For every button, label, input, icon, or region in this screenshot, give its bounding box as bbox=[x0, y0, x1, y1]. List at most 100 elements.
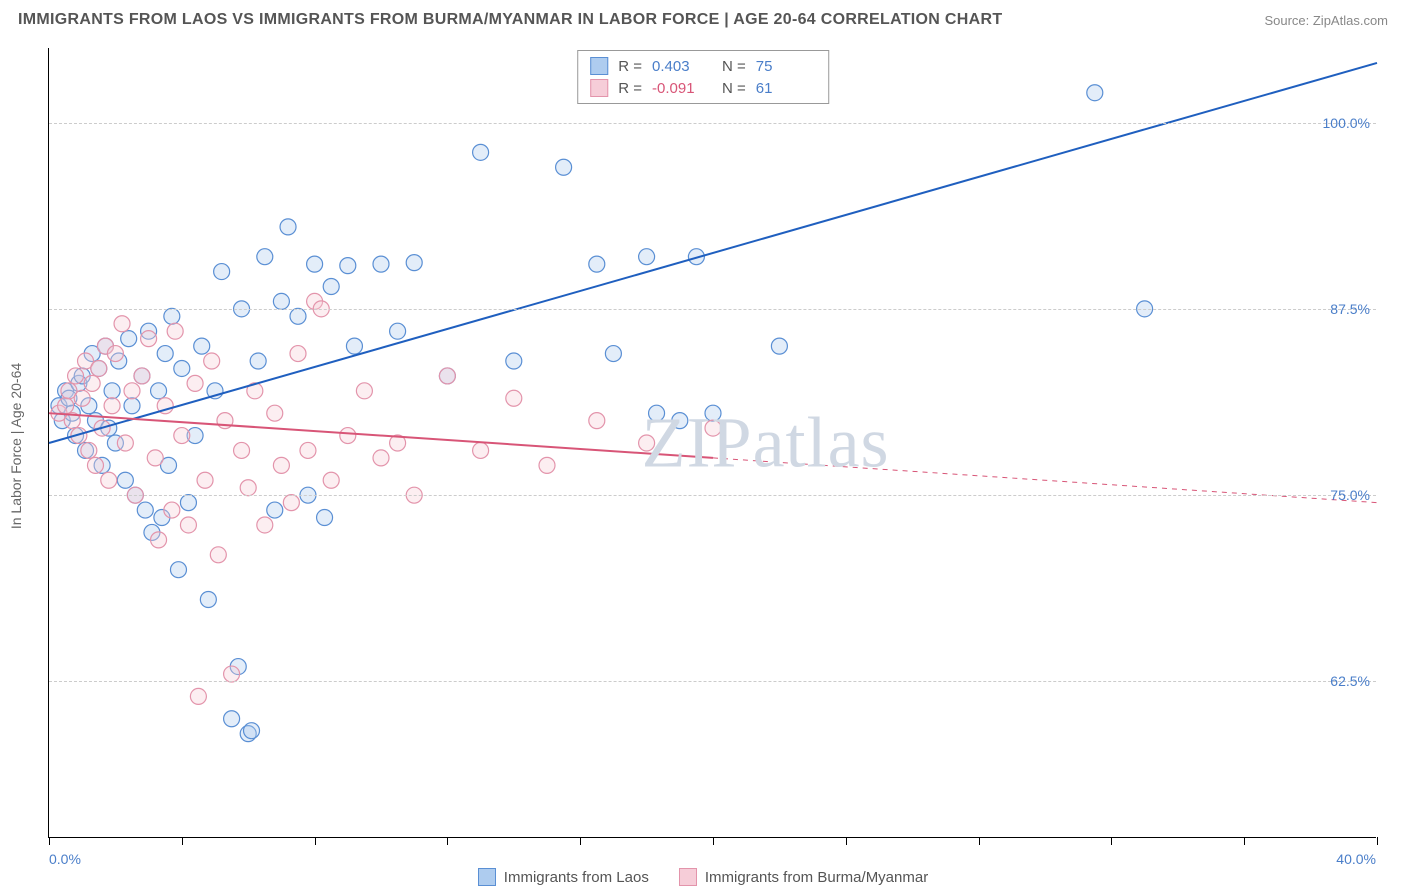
data-point bbox=[164, 502, 180, 518]
data-point bbox=[174, 360, 190, 376]
data-point bbox=[506, 390, 522, 406]
x-tick bbox=[1377, 837, 1378, 845]
title-bar: IMMIGRANTS FROM LAOS VS IMMIGRANTS FROM … bbox=[0, 0, 1406, 40]
data-point bbox=[373, 450, 389, 466]
data-point bbox=[340, 258, 356, 274]
data-point bbox=[672, 413, 688, 429]
data-point bbox=[705, 405, 721, 421]
n-label: N = bbox=[722, 58, 746, 75]
data-point bbox=[649, 405, 665, 421]
data-point bbox=[373, 256, 389, 272]
n-label: N = bbox=[722, 80, 746, 97]
data-point bbox=[290, 346, 306, 362]
r-label: R = bbox=[618, 80, 642, 97]
data-point bbox=[406, 255, 422, 271]
stats-row-laos: R = 0.403 N = 75 bbox=[590, 55, 816, 77]
x-tick bbox=[979, 837, 980, 845]
data-point bbox=[204, 353, 220, 369]
data-point bbox=[340, 428, 356, 444]
data-point bbox=[84, 375, 100, 391]
gridline-h bbox=[49, 123, 1376, 124]
data-point bbox=[323, 278, 339, 294]
data-point bbox=[174, 428, 190, 444]
data-point bbox=[290, 308, 306, 324]
data-point bbox=[589, 413, 605, 429]
y-tick-label: 100.0% bbox=[1323, 115, 1370, 131]
data-point bbox=[137, 502, 153, 518]
data-point bbox=[134, 368, 150, 384]
x-tick bbox=[315, 837, 316, 845]
data-point bbox=[506, 353, 522, 369]
data-point bbox=[200, 592, 216, 608]
legend-label-burma: Immigrants from Burma/Myanmar bbox=[705, 869, 928, 886]
bottom-legend: Immigrants from Laos Immigrants from Bur… bbox=[0, 868, 1406, 886]
swatch-burma bbox=[679, 868, 697, 886]
legend-label-laos: Immigrants from Laos bbox=[504, 869, 649, 886]
data-point bbox=[167, 323, 183, 339]
data-point bbox=[273, 293, 289, 309]
plot-area: ZIPatlas 62.5%75.0%87.5%100.0%0.0%40.0% bbox=[48, 48, 1376, 838]
data-point bbox=[240, 480, 256, 496]
data-point bbox=[280, 219, 296, 235]
data-point bbox=[151, 532, 167, 548]
data-point bbox=[91, 360, 107, 376]
plot-svg bbox=[49, 48, 1376, 837]
data-point bbox=[556, 159, 572, 175]
swatch-laos bbox=[590, 57, 608, 75]
data-point bbox=[605, 346, 621, 362]
data-point bbox=[705, 420, 721, 436]
data-point bbox=[224, 711, 240, 727]
data-point bbox=[197, 472, 213, 488]
data-point bbox=[323, 472, 339, 488]
data-point bbox=[87, 457, 103, 473]
data-point bbox=[157, 346, 173, 362]
swatch-burma bbox=[590, 79, 608, 97]
x-tick bbox=[49, 837, 50, 845]
data-point bbox=[180, 517, 196, 533]
data-point bbox=[539, 457, 555, 473]
data-point bbox=[121, 331, 137, 347]
legend-item-burma: Immigrants from Burma/Myanmar bbox=[679, 868, 928, 886]
swatch-laos bbox=[478, 868, 496, 886]
data-point bbox=[473, 144, 489, 160]
data-point bbox=[214, 264, 230, 280]
stats-row-burma: R = -0.091 N = 61 bbox=[590, 77, 816, 99]
r-value-laos: 0.403 bbox=[652, 58, 712, 75]
x-tick bbox=[447, 837, 448, 845]
x-tick bbox=[846, 837, 847, 845]
data-point bbox=[141, 331, 157, 347]
data-point bbox=[210, 547, 226, 563]
data-point bbox=[124, 398, 140, 414]
chart-title: IMMIGRANTS FROM LAOS VS IMMIGRANTS FROM … bbox=[18, 11, 1002, 29]
x-label-max: 40.0% bbox=[1336, 851, 1376, 867]
data-point bbox=[68, 368, 84, 384]
data-point bbox=[317, 510, 333, 526]
source-label: Source: ZipAtlas.com bbox=[1264, 13, 1388, 28]
gridline-h bbox=[49, 681, 1376, 682]
data-point bbox=[267, 502, 283, 518]
n-value-burma: 61 bbox=[756, 80, 816, 97]
data-point bbox=[170, 562, 186, 578]
r-label: R = bbox=[618, 58, 642, 75]
data-point bbox=[257, 249, 273, 265]
x-tick bbox=[580, 837, 581, 845]
gridline-h bbox=[49, 495, 1376, 496]
data-point bbox=[194, 338, 210, 354]
data-point bbox=[273, 457, 289, 473]
data-point bbox=[771, 338, 787, 354]
n-value-laos: 75 bbox=[756, 58, 816, 75]
data-point bbox=[257, 517, 273, 533]
r-value-burma: -0.091 bbox=[652, 80, 712, 97]
data-point bbox=[104, 398, 120, 414]
data-point bbox=[124, 383, 140, 399]
data-point bbox=[224, 666, 240, 682]
data-point bbox=[81, 442, 97, 458]
y-tick-label: 62.5% bbox=[1330, 673, 1370, 689]
y-tick-label: 75.0% bbox=[1330, 487, 1370, 503]
data-point bbox=[101, 472, 117, 488]
x-tick bbox=[1244, 837, 1245, 845]
y-axis-label: In Labor Force | Age 20-64 bbox=[8, 363, 24, 529]
data-point bbox=[74, 390, 90, 406]
y-tick-label: 87.5% bbox=[1330, 301, 1370, 317]
data-point bbox=[1087, 85, 1103, 101]
